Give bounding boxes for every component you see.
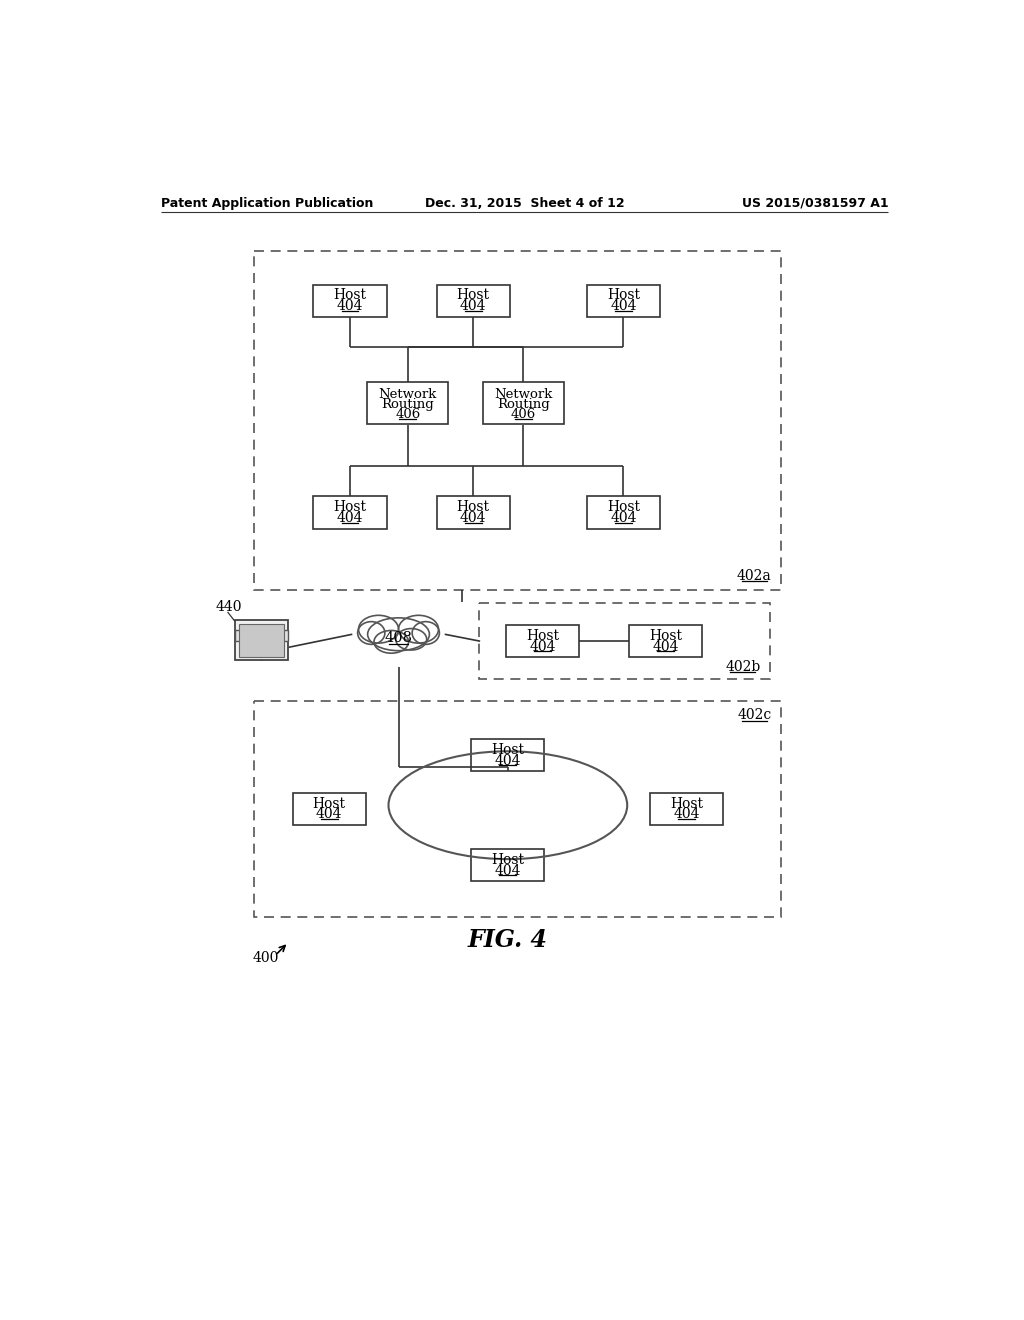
- Bar: [313, 496, 387, 529]
- Text: 404: 404: [495, 754, 521, 767]
- Text: 408: 408: [385, 631, 413, 645]
- Bar: [506, 626, 580, 657]
- Ellipse shape: [412, 622, 439, 644]
- Bar: [240, 624, 284, 656]
- Text: Host: Host: [607, 500, 640, 515]
- Bar: [587, 285, 659, 317]
- Bar: [436, 285, 510, 317]
- Text: Network: Network: [494, 388, 552, 400]
- Text: 402b: 402b: [725, 660, 761, 673]
- Bar: [587, 496, 659, 529]
- Bar: [236, 620, 288, 660]
- Text: 402a: 402a: [737, 569, 772, 582]
- Text: Host: Host: [607, 289, 640, 302]
- Bar: [436, 496, 510, 529]
- Text: Host: Host: [649, 628, 682, 643]
- Text: 402c: 402c: [737, 708, 771, 722]
- Bar: [368, 381, 449, 425]
- Text: US 2015/0381597 A1: US 2015/0381597 A1: [741, 197, 888, 210]
- Text: 404: 404: [652, 640, 679, 653]
- Text: Routing: Routing: [381, 397, 434, 411]
- Text: Host: Host: [312, 797, 346, 810]
- Bar: [471, 849, 545, 882]
- Text: Host: Host: [334, 500, 367, 515]
- Text: Network: Network: [379, 388, 437, 400]
- Text: Host: Host: [526, 628, 559, 643]
- Text: Host: Host: [457, 500, 489, 515]
- Ellipse shape: [358, 615, 398, 643]
- Text: 404: 404: [610, 511, 637, 525]
- Ellipse shape: [398, 615, 438, 643]
- Bar: [650, 793, 723, 825]
- Text: 404: 404: [337, 511, 364, 525]
- Bar: [471, 739, 545, 771]
- Bar: [483, 381, 563, 425]
- Bar: [293, 793, 366, 825]
- Text: Patent Application Publication: Patent Application Publication: [162, 197, 374, 210]
- Bar: [236, 631, 288, 642]
- Ellipse shape: [368, 618, 429, 651]
- Text: Host: Host: [334, 289, 367, 302]
- Bar: [313, 285, 387, 317]
- Text: FIG. 4: FIG. 4: [468, 928, 548, 952]
- Text: Host: Host: [492, 853, 524, 867]
- Ellipse shape: [374, 631, 409, 653]
- Text: 406: 406: [511, 408, 536, 421]
- Ellipse shape: [357, 622, 385, 644]
- Text: 440: 440: [215, 599, 242, 614]
- Text: Host: Host: [492, 743, 524, 756]
- Text: 406: 406: [395, 408, 421, 421]
- Ellipse shape: [396, 628, 427, 649]
- Text: 404: 404: [495, 863, 521, 878]
- Text: 404: 404: [460, 511, 486, 525]
- Text: Routing: Routing: [497, 397, 550, 411]
- Text: 404: 404: [316, 808, 342, 821]
- Text: 404: 404: [610, 300, 637, 313]
- Text: 400: 400: [252, 950, 279, 965]
- Text: Host: Host: [670, 797, 703, 810]
- Text: 404: 404: [337, 300, 364, 313]
- Text: Host: Host: [457, 289, 489, 302]
- Text: 404: 404: [460, 300, 486, 313]
- Text: Dec. 31, 2015  Sheet 4 of 12: Dec. 31, 2015 Sheet 4 of 12: [425, 197, 625, 210]
- Text: 404: 404: [529, 640, 556, 653]
- Text: 404: 404: [673, 808, 699, 821]
- Bar: [629, 626, 702, 657]
